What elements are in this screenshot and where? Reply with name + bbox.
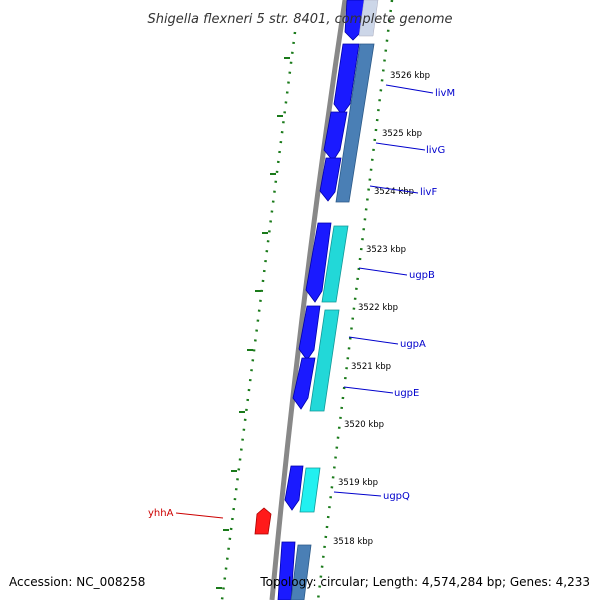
gene-bar — [309, 309, 340, 412]
gene-bar — [335, 43, 375, 203]
gene-arrow — [333, 43, 360, 116]
gene-label-livF: livF — [420, 187, 437, 198]
gene-arrow — [319, 157, 342, 202]
gene-arrow — [323, 111, 348, 162]
gene-label-livG: livG — [426, 145, 445, 156]
gene-arrow — [292, 357, 316, 410]
gene-label-ugpQ: ugpQ — [383, 491, 410, 502]
map-title: Shigella flexneri 5 str. 8401, complete … — [147, 12, 452, 27]
gene-arrow — [298, 305, 321, 361]
tick-label: 3521 kbp — [351, 362, 391, 372]
outer-ring-tick-marks — [216, 57, 290, 589]
reverse-strand-genes — [290, 0, 379, 600]
gene-arrow — [305, 222, 332, 303]
gene-label-ugpE: ugpE — [394, 388, 419, 399]
tick-label: 3518 kbp — [333, 537, 373, 547]
gene-label-ugpA: ugpA — [400, 339, 426, 350]
highlighted-gene-arrow — [254, 507, 272, 535]
tick-label: 3523 kbp — [366, 245, 406, 255]
gene-arrow — [284, 465, 304, 511]
forward-strand-genes — [277, 0, 366, 600]
tick-label: 3525 kbp — [382, 129, 422, 139]
accession-text: Accession: NC_008258 — [9, 575, 145, 589]
genome-backbone — [269, 0, 348, 600]
gene-label-livM: livM — [435, 88, 455, 99]
tick-label: 3522 kbp — [358, 303, 398, 313]
topology-text: Topology: circular; Length: 4,574,284 bp… — [259, 575, 590, 589]
gene-arrow — [277, 541, 296, 600]
gene-bar — [321, 225, 349, 303]
gene-bar — [299, 467, 321, 513]
tick-label: 3519 kbp — [338, 478, 378, 488]
tick-label: 3526 kbp — [390, 71, 430, 81]
gene-bar — [290, 544, 312, 600]
gene-label-yhhA: yhhA — [148, 508, 174, 519]
inner-dotted-ring — [316, 0, 394, 600]
gene-label-leaders — [333, 84, 434, 497]
gene-labels: livM livG livF ugpB ugpA ugpE ugpQ yhhA — [148, 88, 455, 519]
tick-label: 3524 kbp — [374, 187, 414, 197]
tick-labels: 3526 kbp 3525 kbp 3524 kbp 3523 kbp 3522… — [333, 71, 430, 547]
gene-label-ugpB: ugpB — [409, 270, 435, 281]
tick-label: 3520 kbp — [344, 420, 384, 430]
highlight-label-leader — [175, 512, 224, 519]
gene-bar — [358, 0, 379, 37]
